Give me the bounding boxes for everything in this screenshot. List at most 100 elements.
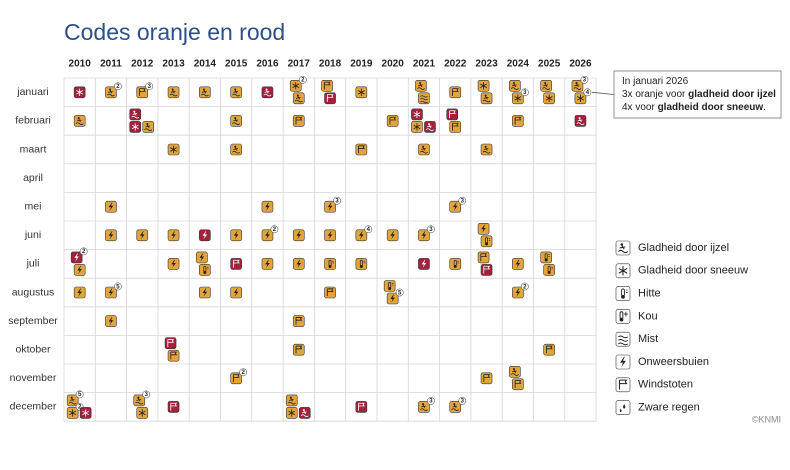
- icon-glyph: [421, 231, 427, 240]
- icon-glyph: [108, 202, 114, 211]
- event-icon: [386, 115, 399, 127]
- event-icon: [292, 115, 305, 127]
- icon-glyph: [232, 374, 240, 382]
- glyph: [619, 404, 626, 413]
- glyph: [488, 238, 491, 241]
- glyph: [144, 128, 153, 131]
- year-label: 2022: [444, 59, 467, 70]
- glyph: [200, 93, 209, 97]
- icon-glyph: [514, 116, 522, 125]
- count-label: 4: [586, 90, 590, 96]
- event-icon: [261, 229, 274, 242]
- glyph: [265, 231, 270, 240]
- glyph: [232, 259, 240, 268]
- icon-glyph: [452, 122, 459, 131]
- annotation-line: 4x voor gladheid door sneeuw.: [622, 102, 766, 113]
- glyph: [483, 147, 489, 151]
- event-icon: [449, 401, 462, 413]
- glyph: [202, 288, 208, 297]
- count-label: 3: [335, 198, 339, 204]
- glyph: [480, 253, 488, 262]
- glyph: [551, 266, 553, 270]
- count-badge: [75, 390, 84, 399]
- glyph: [483, 96, 489, 100]
- glyph: [515, 259, 521, 269]
- glyph: [139, 231, 145, 240]
- count-badge: [427, 397, 435, 405]
- glyph: [449, 110, 456, 119]
- icon-glyph: [295, 317, 303, 325]
- glyph: [510, 373, 519, 376]
- icon-glyph: [480, 253, 488, 262]
- count-label: 3: [145, 392, 149, 398]
- glyph: [170, 90, 176, 94]
- glyph: [77, 288, 82, 297]
- event-icon: [418, 229, 430, 242]
- event-icon: [66, 407, 79, 419]
- month-label: juli: [26, 258, 40, 270]
- event-icon: [509, 80, 521, 92]
- legend-label: Gladheid door sneeuw: [638, 265, 748, 277]
- glyph: [512, 368, 515, 371]
- icon-glyph: [167, 339, 175, 347]
- annotation-connector: [592, 91, 615, 95]
- icon-glyph: [358, 145, 365, 154]
- glyph: [359, 231, 364, 240]
- year-label: 2019: [350, 59, 373, 70]
- glyph: [512, 82, 515, 85]
- event-icon: [167, 86, 180, 99]
- event-icon: [133, 394, 146, 407]
- glyph: [574, 83, 580, 87]
- glyph: [452, 202, 458, 211]
- event-icon: [129, 121, 142, 133]
- glyph: [326, 288, 334, 297]
- count-badge: [79, 247, 88, 256]
- glyph: [76, 118, 82, 123]
- icon-glyph: [203, 265, 209, 274]
- glyph: [328, 265, 332, 268]
- glyph: [451, 408, 460, 411]
- event-icon: [324, 92, 336, 105]
- glyph: [232, 122, 241, 125]
- year-label: 2016: [256, 59, 279, 70]
- legend-label: Onweersbuien: [638, 356, 709, 368]
- glyph: [106, 93, 115, 97]
- glyph: [294, 99, 303, 103]
- source: ©KNMI: [752, 414, 781, 424]
- month-label: mei: [25, 200, 42, 212]
- event-icon: [230, 86, 242, 99]
- icon-glyph: [76, 88, 84, 96]
- event-icon: [196, 251, 208, 264]
- month-label: oktober: [15, 343, 51, 355]
- event-icon: [324, 200, 336, 213]
- count-label: 3: [523, 90, 527, 96]
- count-badge: [458, 196, 467, 205]
- icon-glyph: [326, 288, 334, 297]
- event-icon: [321, 80, 333, 92]
- glyph: [133, 110, 136, 113]
- icon-glyph: [482, 94, 491, 103]
- glyph: [420, 95, 428, 104]
- event-icon: [477, 223, 490, 235]
- event-icon: [386, 229, 399, 242]
- icon-glyph: [292, 82, 300, 90]
- event-icon: [512, 378, 524, 391]
- glyph: [202, 231, 208, 240]
- event-icon: [543, 343, 555, 356]
- glyph: [625, 289, 628, 293]
- event-icon: [230, 258, 242, 270]
- icon-glyph: [514, 94, 522, 102]
- glyph: [483, 374, 491, 382]
- event-icon: [415, 80, 427, 92]
- glyph: [288, 409, 296, 417]
- icon-glyph: [294, 94, 303, 103]
- annotation-text: gladheid door ijzel: [688, 89, 776, 100]
- glyph: [169, 93, 178, 97]
- event-icon: [449, 258, 462, 270]
- icon-glyph: [131, 123, 139, 131]
- event-icon: [167, 143, 180, 156]
- glyph: [483, 265, 491, 274]
- icon-glyph: [199, 253, 205, 262]
- event-icon: [418, 401, 430, 413]
- glyph: [619, 317, 624, 322]
